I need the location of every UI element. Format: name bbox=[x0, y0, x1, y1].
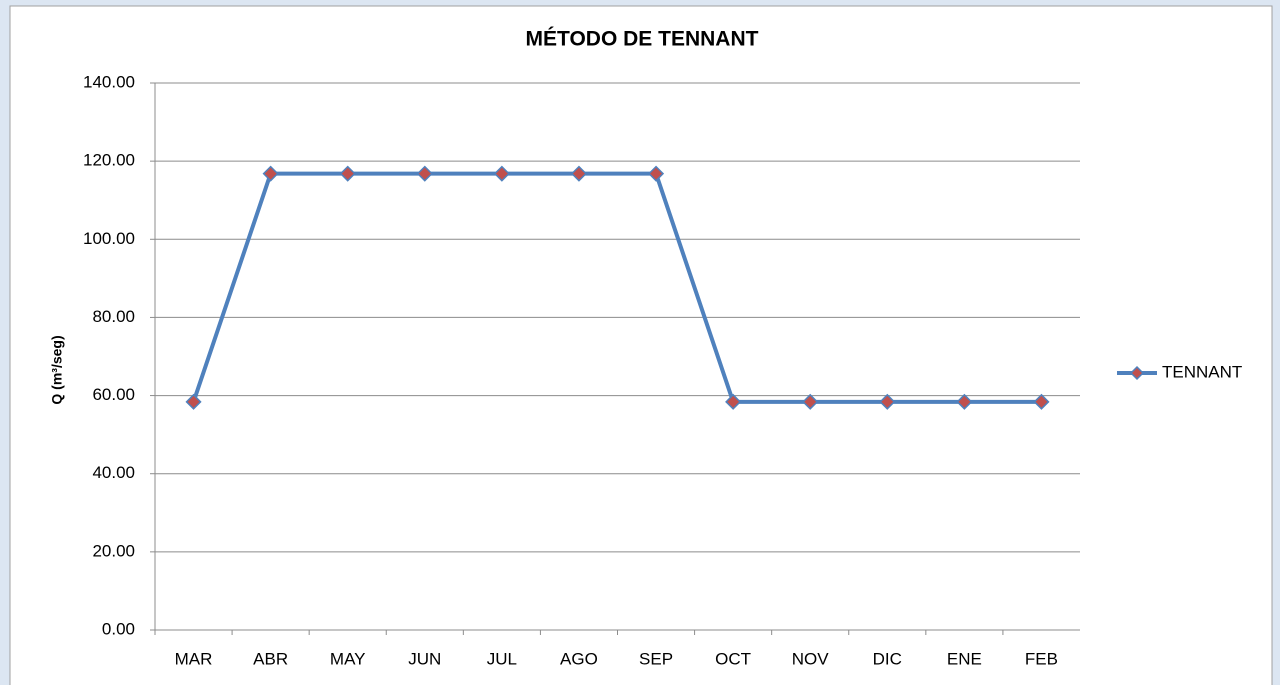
x-tick-label: ENE bbox=[947, 649, 982, 668]
marker bbox=[493, 165, 510, 182]
marker bbox=[570, 165, 588, 182]
x-tick-label: MAY bbox=[330, 649, 366, 668]
x-tick-label: SEP bbox=[639, 649, 673, 668]
y-axis-label: Q (m³/seg) bbox=[49, 335, 65, 404]
marker bbox=[262, 165, 279, 182]
y-tick-label: 140.00 bbox=[83, 72, 135, 91]
marker bbox=[339, 165, 356, 182]
x-tick-label: DIC bbox=[873, 649, 902, 668]
marker bbox=[185, 393, 202, 410]
x-tick-label: FEB bbox=[1025, 649, 1058, 668]
y-tick-label: 120.00 bbox=[83, 151, 135, 170]
x-tick-label: JUL bbox=[487, 649, 517, 668]
chart-frame bbox=[9, 5, 1273, 685]
y-tick-label: 60.00 bbox=[92, 385, 135, 404]
marker bbox=[956, 393, 973, 410]
y-tick-label: 40.00 bbox=[92, 463, 135, 482]
x-tick-label: NOV bbox=[792, 649, 830, 668]
legend-label: TENNANT bbox=[1162, 362, 1242, 381]
marker bbox=[802, 393, 819, 410]
x-tick-label: ABR bbox=[253, 649, 288, 668]
chart-title: MÉTODO DE TENNANT bbox=[526, 28, 759, 51]
marker bbox=[416, 165, 433, 182]
x-tick-label: MAR bbox=[175, 649, 213, 668]
x-tick-label: AGO bbox=[560, 649, 598, 668]
x-tick-label: JUN bbox=[408, 649, 441, 668]
y-tick-label: 20.00 bbox=[92, 541, 135, 560]
y-tick-label: 0.00 bbox=[102, 619, 135, 638]
y-tick-label: 80.00 bbox=[92, 307, 135, 326]
marker bbox=[647, 165, 665, 182]
y-tick-label: 100.00 bbox=[83, 229, 135, 248]
series-line bbox=[191, 171, 1042, 404]
marker bbox=[879, 393, 896, 410]
marker bbox=[1033, 393, 1050, 410]
x-tick-label: OCT bbox=[715, 649, 751, 668]
marker bbox=[725, 393, 742, 410]
legend-marker bbox=[1129, 365, 1145, 381]
